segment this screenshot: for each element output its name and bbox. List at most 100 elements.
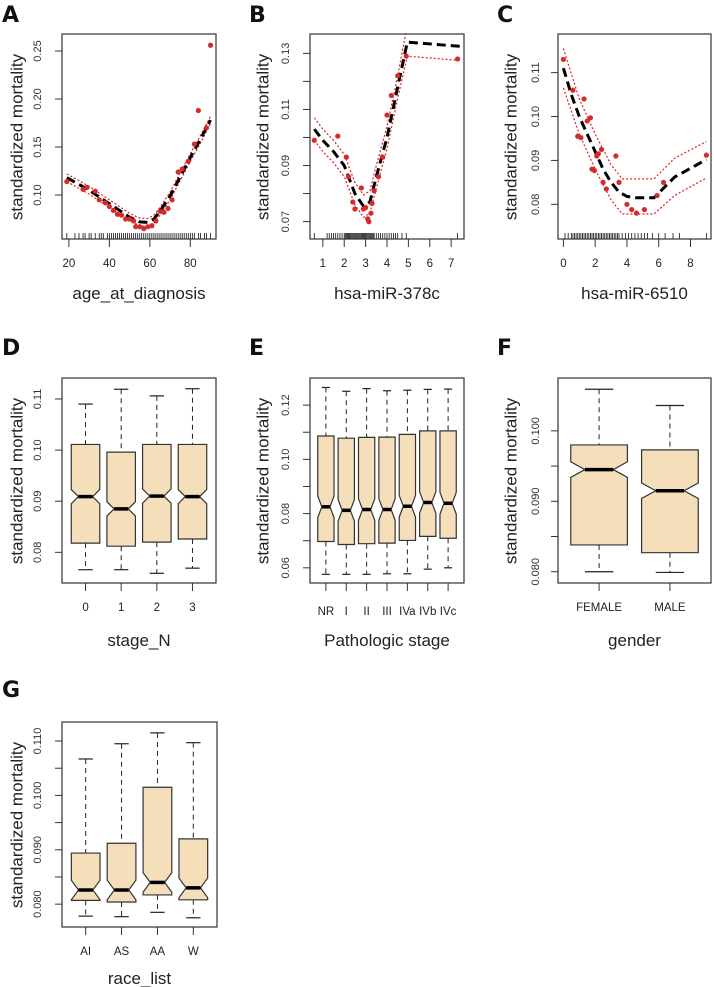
data-point [371,188,377,194]
data-point [118,212,125,218]
box-body [418,430,437,537]
data-point [380,154,386,160]
y-tick-label: 0.12 [280,394,292,415]
data-point [195,107,201,114]
data-point [591,167,597,174]
x-tick-label: 1 [320,258,326,270]
box-body [106,842,137,903]
data-point [96,197,102,203]
data-point [92,188,98,194]
y-axis-label: standardized mortality [502,53,521,220]
data-point [595,151,601,157]
ci-lower-line [313,55,460,219]
x-tick-label: AA [150,946,166,958]
data-point [203,125,210,131]
x-tick-label: 3 [362,258,368,270]
y-axis-label: standardized mortality [254,53,273,220]
box-body [337,437,356,546]
box-i [337,390,356,575]
x-axis-title: hsa-miR-6510 [581,284,688,303]
y-axis-label: standardized mortality [502,397,521,564]
box-nr [317,386,335,575]
y-tick-label: 0.080 [32,890,44,918]
ci-lower-line [562,87,707,215]
ci-lower-line [66,123,212,227]
x-axis-title: race_list [108,969,172,987]
y-tick-label: 0.08 [32,542,44,563]
x-tick-label: 4 [624,258,631,270]
x-tick-label: 0 [82,602,88,614]
panel-letter: G [2,678,20,703]
data-point [343,154,349,160]
x-tick-label: 0 [560,258,566,270]
plot-frame [557,33,712,240]
box-2 [141,395,172,574]
x-tick-label: 2 [592,258,598,270]
box-ivb [418,388,437,570]
ci-upper-line [562,48,707,180]
box-body [570,444,629,546]
x-tick-label: W [188,946,199,958]
box-1 [106,388,137,571]
plot-area [70,732,209,919]
y-tick-label: 0.100 [32,782,44,810]
ci-upper-line [66,116,212,220]
data-point [169,197,175,203]
panel-d: D 0.08 0.09 0.10 0.11 standardized mortality s… [2,336,217,650]
panel-letter: D [2,336,20,361]
data-point [375,174,382,180]
x-tick-label: 3 [189,602,195,614]
box-body [398,433,417,542]
data-point [185,158,191,165]
box-ii [357,387,376,575]
y-tick-label: 0.08 [530,194,542,215]
data-point [114,211,121,217]
data-point [368,210,374,216]
y-axis-label: standardized mortality [8,741,27,908]
x-axis-title: age_at_diagnosis [72,284,205,303]
plot-frame [61,33,217,240]
y-tick-label: 0.09 [530,150,542,171]
data-point [175,169,181,175]
panel-c: C 0.08 0.09 0.10 0.11 standardized mortality h… [497,3,712,303]
data-point [613,153,619,159]
x-tick-label: 6 [656,258,662,270]
box-0 [70,403,101,571]
x-axis-title: hsa-miR-378c [334,284,440,303]
y-tick-label: 0.09 [280,155,292,176]
y-tick-label: 0.11 [280,99,292,120]
data-point [335,133,341,139]
panel-f: F 0.080 0.090 0.100 standardized mortality ge… [497,336,712,650]
box-ivc [439,388,457,569]
x-tick-label: 6 [427,258,433,270]
data-point [384,112,390,118]
plot-area [560,48,709,239]
box-body [640,449,699,554]
data-point [191,141,197,147]
data-point [395,73,401,79]
data-point [84,184,90,190]
data-point [369,200,375,206]
x-axis-title: Pathologic stage [324,631,450,650]
data-point [122,216,129,222]
panel-letter: C [497,3,513,28]
data-point [352,206,358,212]
x-tick-label: 7 [448,258,454,270]
y-tick-label: 0.13 [280,43,292,64]
plot-frame [557,377,712,584]
y-tick-label: 0.090 [32,836,44,864]
panel-letter: E [249,336,264,361]
data-point [581,96,587,102]
box-body [70,443,101,544]
y-tick-label: 0.20 [32,88,44,109]
box-ai [70,758,101,917]
y-tick-label: 0.10 [280,449,292,470]
x-tick-label: I [345,606,348,618]
x-axis-title: stage_N [107,631,170,650]
data-point [600,179,606,185]
ci-upper-line [313,34,407,196]
data-point [161,209,167,215]
y-axis-label: standardized mortality [8,397,27,564]
x-tick-label: 4 [384,258,391,270]
data-point [165,205,171,212]
